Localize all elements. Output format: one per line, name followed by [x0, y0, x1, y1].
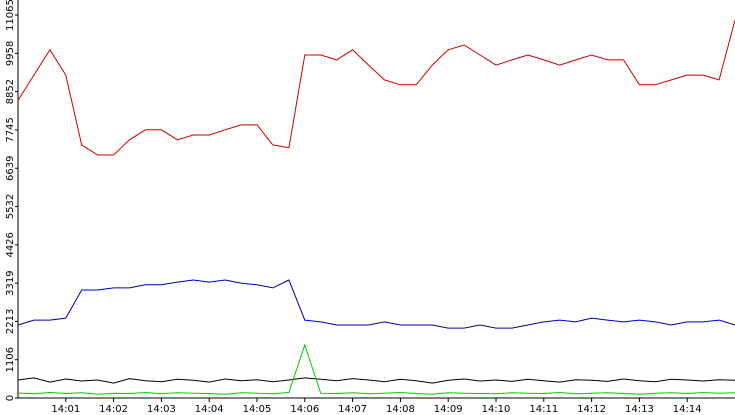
y-tick-label: 3319 [5, 270, 16, 295]
x-tick-label: 14:07 [338, 404, 367, 415]
y-tick-label: 0 [5, 395, 16, 401]
x-tick-label: 14:10 [482, 404, 511, 415]
x-tick-label: 14:12 [577, 404, 606, 415]
x-tick-label: 14:03 [147, 404, 176, 415]
x-tick-label: 14:04 [195, 404, 224, 415]
y-tick-label: 8852 [5, 79, 16, 104]
series-line [17, 279, 735, 329]
y-tick-label: 1106 [5, 347, 16, 372]
y-tick-label: 9958 [5, 41, 16, 66]
series-line [17, 377, 735, 384]
x-tick-label: 14:13 [625, 404, 654, 415]
x-tick-label: 14:11 [529, 404, 558, 415]
y-tick-label: 4426 [5, 232, 16, 257]
x-tick-label: 14:02 [99, 404, 128, 415]
y-tick-label: 6639 [5, 156, 16, 181]
x-tick-label: 14:06 [290, 404, 319, 415]
y-tick-label: 11065 [5, 0, 16, 31]
y-tick-label: 7745 [5, 117, 16, 142]
y-tick-label: 5532 [5, 194, 16, 219]
series-line [17, 343, 735, 395]
x-tick-label: 14:08 [386, 404, 415, 415]
x-tick-label: 14:05 [243, 404, 272, 415]
series-line [17, 19, 735, 156]
x-tick-label: 14:09 [434, 404, 463, 415]
x-tick-label: 14:14 [673, 404, 702, 415]
y-tick-label: 2213 [5, 309, 16, 334]
x-tick-label: 14:01 [51, 404, 80, 415]
